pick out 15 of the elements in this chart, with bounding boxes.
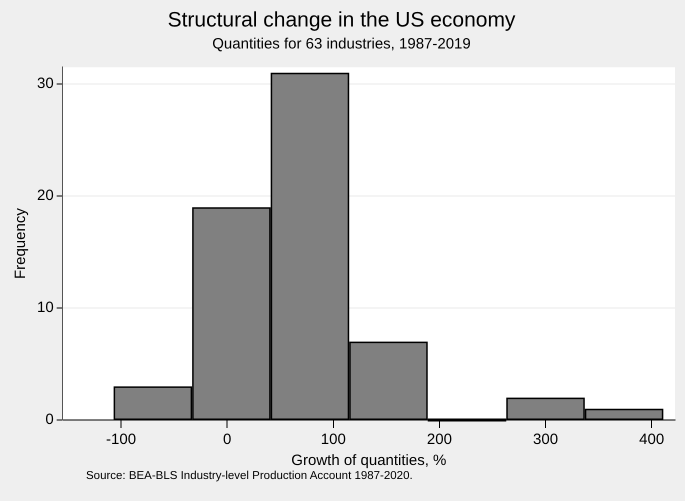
chart-subtitle: Quantities for 63 industries, 1987-2019 [212,35,471,52]
y-tick-label: 30 [36,75,54,92]
x-tick-label: 200 [426,431,452,448]
x-tick-label: 300 [533,431,558,448]
y-axis-title: Frequency [12,208,30,280]
x-tick-label: 100 [320,431,346,448]
y-tick-label: 10 [36,299,54,316]
y-tick-label: 0 [45,411,54,428]
chart-title: Structural change in the US economy [168,8,516,32]
x-tick-label: -100 [106,431,136,448]
y-tick-label: 20 [36,187,54,204]
x-tick-label: 0 [223,431,232,448]
x-axis-title: Growth of quantities, % [291,452,446,470]
x-tick-label: 400 [639,431,664,448]
source-note: Source: BEA-BLS Industry-level Production Account 1987-2020. [86,470,413,482]
